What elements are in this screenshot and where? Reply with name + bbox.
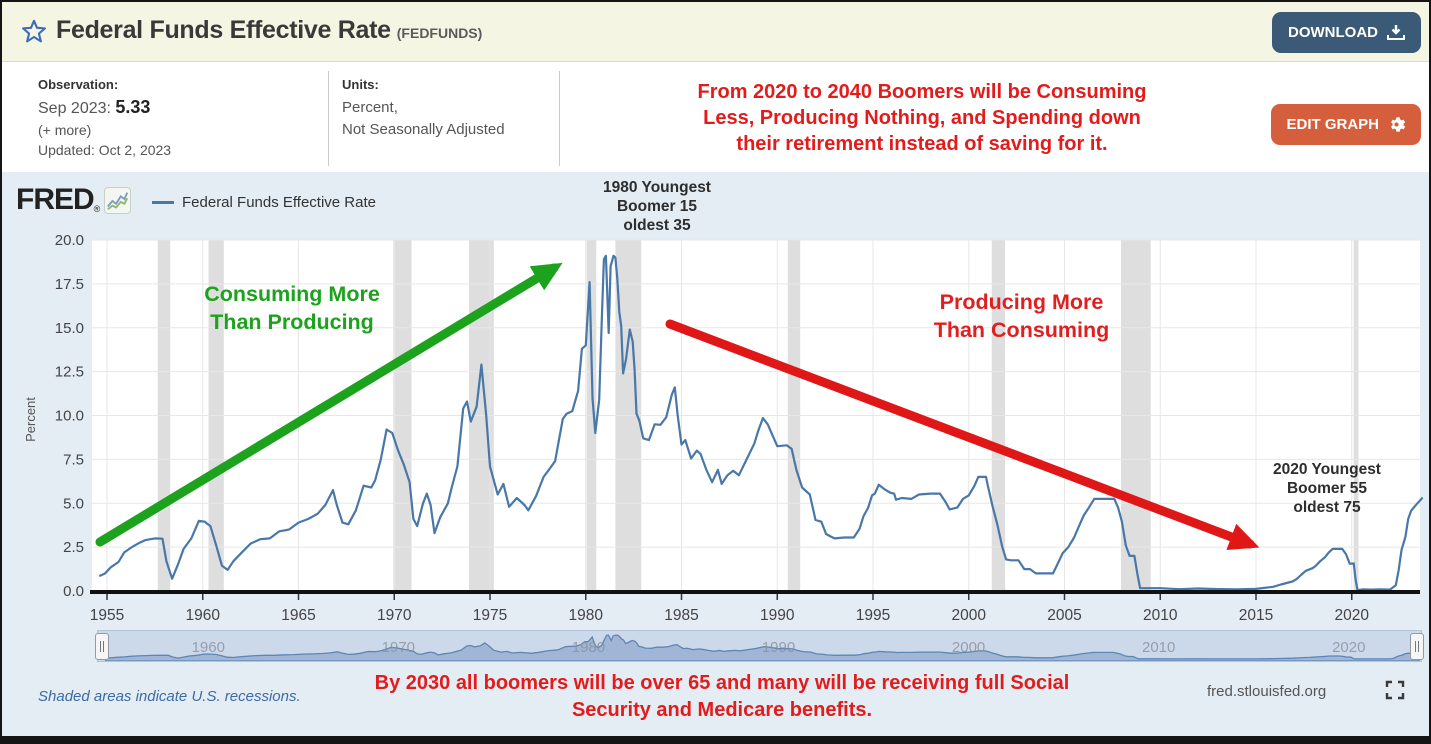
svg-text:2020: 2020 [1335,607,1370,622]
updated-label: Updated: Oct 2, 2023 [38,142,172,158]
svg-text:5.0: 5.0 [63,495,84,512]
annotation-line: oldest 75 [1293,499,1361,516]
svg-text:7.5: 7.5 [63,451,84,468]
svg-text:2015: 2015 [1239,607,1273,622]
slider-mini-chart: 1960 1970 1980 1990 2000 2010 2020 [104,634,1420,661]
observation-label: Observation: [38,77,119,92]
units-value-2: Not Seasonally Adjusted [342,121,505,138]
page-title: Federal Funds Effective Rate [56,16,391,44]
favorite-star-icon[interactable] [20,18,48,46]
legend-line-swatch [152,201,174,204]
fullscreen-icon[interactable] [1385,680,1405,700]
units-block: Units: Percent, Not Seasonally Adjusted [342,77,505,141]
fred-logo-text: FRED [16,183,95,216]
header-bar: Federal Funds Effective Rate (FEDFUNDS) D… [2,2,1429,62]
fred-logo: FRED ® [16,183,132,216]
slider-handle-left[interactable] [95,633,109,660]
divider [328,71,329,166]
gear-icon [1391,117,1406,132]
divider [559,71,560,166]
svg-text:1970: 1970 [377,607,412,622]
svg-text:1975: 1975 [473,607,507,622]
svg-text:2005: 2005 [1047,607,1081,622]
annotation-line: Producing More [939,290,1104,314]
date-range-slider[interactable]: 1960 1970 1980 1990 2000 2010 2020 [95,630,1424,662]
observation-value-line: Sep 2023: 5.33 [38,97,171,118]
annotation-line: Consuming More [204,282,380,306]
svg-text:1970: 1970 [382,639,415,656]
svg-text:1960: 1960 [186,607,221,622]
svg-text:1995: 1995 [856,607,890,622]
annotation-line: By 2030 all boomers will be over 65 and … [374,672,1070,694]
svg-text:0.0: 0.0 [63,583,84,600]
slider-handle-right[interactable] [1410,633,1424,660]
annotation-consuming-more: Consuming More Than Producing [157,280,427,336]
annotation-line: Security and Medicare benefits. [571,699,873,721]
svg-text:2010: 2010 [1142,639,1175,656]
svg-text:10.0: 10.0 [55,408,84,425]
observation-date: Sep 2023: [38,100,111,117]
svg-text:1980: 1980 [569,607,604,622]
edit-graph-button-label: EDIT GRAPH [1286,116,1379,133]
download-icon [1387,24,1405,40]
chart-region: FRED ® Federal Funds Effective Rate 1980 … [2,172,1429,736]
svg-text:2020: 2020 [1332,639,1365,656]
fred-logo-chart-icon [104,187,132,214]
annotation-line: Boomer 55 [1286,480,1368,497]
recession-note: Shaded areas indicate U.S. recessions. [38,688,301,705]
svg-text:1960: 1960 [192,639,225,656]
svg-text:15.0: 15.0 [55,320,84,337]
svg-text:1955: 1955 [90,607,124,622]
annotation-producing-more: Producing More Than Consuming [874,288,1169,344]
annotation-bottom-red: By 2030 all boomers will be over 65 and … [312,670,1132,724]
svg-text:2000: 2000 [952,607,987,622]
observation-value: 5.33 [115,97,151,117]
legend: Federal Funds Effective Rate [152,194,376,211]
annotation-line: Than Producing [210,310,374,334]
annotation-boomer-2020: 2020 Youngest Boomer 55 oldest 75 [1247,460,1407,517]
download-button[interactable]: DOWNLOAD [1272,12,1421,53]
svg-text:1990: 1990 [760,607,795,622]
svg-text:1990: 1990 [762,639,795,656]
annotation-top-red: From 2020 to 2040 Boomers will be Consum… [612,79,1232,157]
annotation-line: 1980 Youngest [603,179,711,196]
y-axis-label: Percent [22,397,38,442]
units-label: Units: [342,77,379,92]
svg-text:17.5: 17.5 [55,276,84,293]
annotation-line: Less, Producing Nothing, and Spending do… [703,107,1141,129]
annotation-line: 2020 Youngest [1273,461,1381,478]
more-observations-link[interactable]: (+ more) [38,122,92,138]
download-button-label: DOWNLOAD [1288,24,1378,41]
annotation-line: From 2020 to 2040 Boomers will be Consum… [697,81,1147,103]
svg-text:2010: 2010 [1143,607,1178,622]
series-id: (FEDFUNDS) [396,25,483,41]
svg-text:1985: 1985 [664,607,698,622]
annotation-line: Than Consuming [933,318,1110,342]
main-chart-plot[interactable]: 0.0 2.5 5.0 7.5 10.0 12.5 15.0 17.5 20.0 1955 1960… [2,172,1431,622]
info-bar: Observation: Sep 2023: 5.33 (+ more) Upd… [2,63,1429,172]
svg-text:2000: 2000 [952,639,985,656]
svg-text:1980: 1980 [572,639,605,656]
annotation-line: Boomer 15 [616,198,698,215]
annotation-boomer-1980: 1980 Youngest Boomer 15 oldest 35 [557,178,757,235]
units-value-1: Percent, [342,99,398,116]
annotation-line: oldest 35 [623,217,691,234]
svg-text:1965: 1965 [281,607,315,622]
annotation-line: their retirement instead of saving for i… [736,133,1108,155]
fred-logo-reg: ® [93,204,101,214]
svg-text:2.5: 2.5 [63,539,84,556]
observation-block: Observation: Sep 2023: 5.33 (+ more) Upd… [38,77,171,158]
svg-text:12.5: 12.5 [55,364,84,381]
legend-label: Federal Funds Effective Rate [182,194,376,211]
edit-graph-button[interactable]: EDIT GRAPH [1271,104,1421,145]
source-label: fred.stlouisfed.org [1207,683,1327,700]
svg-text:20.0: 20.0 [55,232,84,249]
